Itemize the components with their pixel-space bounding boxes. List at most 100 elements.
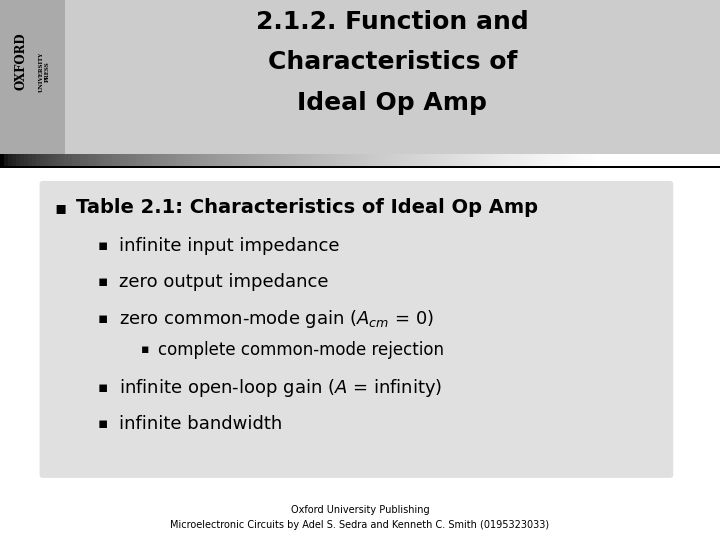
Bar [8,154,12,166]
Bar [684,154,688,166]
Bar [104,154,108,166]
Bar [96,154,100,166]
Bar [256,154,260,166]
Text: infinite open-loop gain ($A$ = infinity): infinite open-loop gain ($A$ = infinity) [119,377,442,399]
Bar [336,154,340,166]
Bar [164,154,168,166]
Bar [156,154,160,166]
Bar [600,154,604,166]
Bar [268,154,272,166]
Bar [440,154,444,166]
Bar [548,154,552,166]
Bar [508,154,512,166]
Bar [0,0,720,154]
Text: 2.1.2. Function and: 2.1.2. Function and [256,10,528,33]
Bar [596,154,600,166]
Bar [264,154,268,166]
Bar [136,154,140,166]
Bar [432,154,436,166]
Bar [384,154,388,166]
Text: ▪: ▪ [97,238,107,253]
Bar [140,154,144,166]
Bar [404,154,408,166]
Bar [36,154,40,166]
Bar [540,154,544,166]
Bar [640,154,644,166]
Bar [92,154,96,166]
Text: Oxford University Publishing: Oxford University Publishing [291,505,429,515]
Bar [676,154,680,166]
Bar [368,154,372,166]
Bar [312,154,316,166]
Bar [608,154,612,166]
Text: ▪: ▪ [97,380,107,395]
Bar [236,154,240,166]
Text: infinite bandwidth: infinite bandwidth [119,415,282,433]
Bar [464,154,468,166]
Bar [716,154,720,166]
Bar [24,154,28,166]
Bar [376,154,380,166]
Bar [224,154,228,166]
Bar [692,154,696,166]
Bar [484,154,488,166]
Bar [616,154,620,166]
Bar [308,154,312,166]
Bar [352,154,356,166]
Text: Table 2.1: Characteristics of Ideal Op Amp: Table 2.1: Characteristics of Ideal Op A… [76,198,538,218]
Bar [0,0,65,154]
FancyBboxPatch shape [40,181,673,478]
Bar [300,154,304,166]
Bar [84,154,88,166]
Bar [704,154,708,166]
Bar [488,154,492,166]
Bar [568,154,572,166]
Bar [360,154,364,166]
Bar [88,154,92,166]
Bar [492,154,496,166]
Bar [348,154,352,166]
Bar [0,154,4,166]
Bar [80,154,84,166]
Bar [292,154,296,166]
Bar [500,154,504,166]
Bar [124,154,128,166]
Bar [708,154,712,166]
Text: Characteristics of: Characteristics of [268,50,517,74]
Bar [32,154,36,166]
Bar [184,154,188,166]
Bar [200,154,204,166]
Bar [372,154,376,166]
Bar [660,154,664,166]
Bar [324,154,328,166]
Bar [644,154,648,166]
Bar [512,154,516,166]
Bar [412,154,416,166]
Bar [208,154,212,166]
Bar [260,154,264,166]
Bar [580,154,584,166]
Bar [56,154,60,166]
Bar [72,154,76,166]
Bar [380,154,384,166]
Bar [28,154,32,166]
Bar [332,154,336,166]
Bar [496,154,500,166]
Bar [556,154,560,166]
Bar [564,154,568,166]
Bar [696,154,700,166]
Bar [172,154,176,166]
Text: ▪: ▪ [97,274,107,289]
Bar [504,154,508,166]
Bar [188,154,192,166]
Bar [584,154,588,166]
Bar [688,154,692,166]
Bar [344,154,348,166]
Bar [276,154,280,166]
Text: ▪: ▪ [97,416,107,431]
Bar [516,154,520,166]
Bar [528,154,532,166]
Bar [280,154,284,166]
Bar [648,154,652,166]
Bar [672,154,676,166]
